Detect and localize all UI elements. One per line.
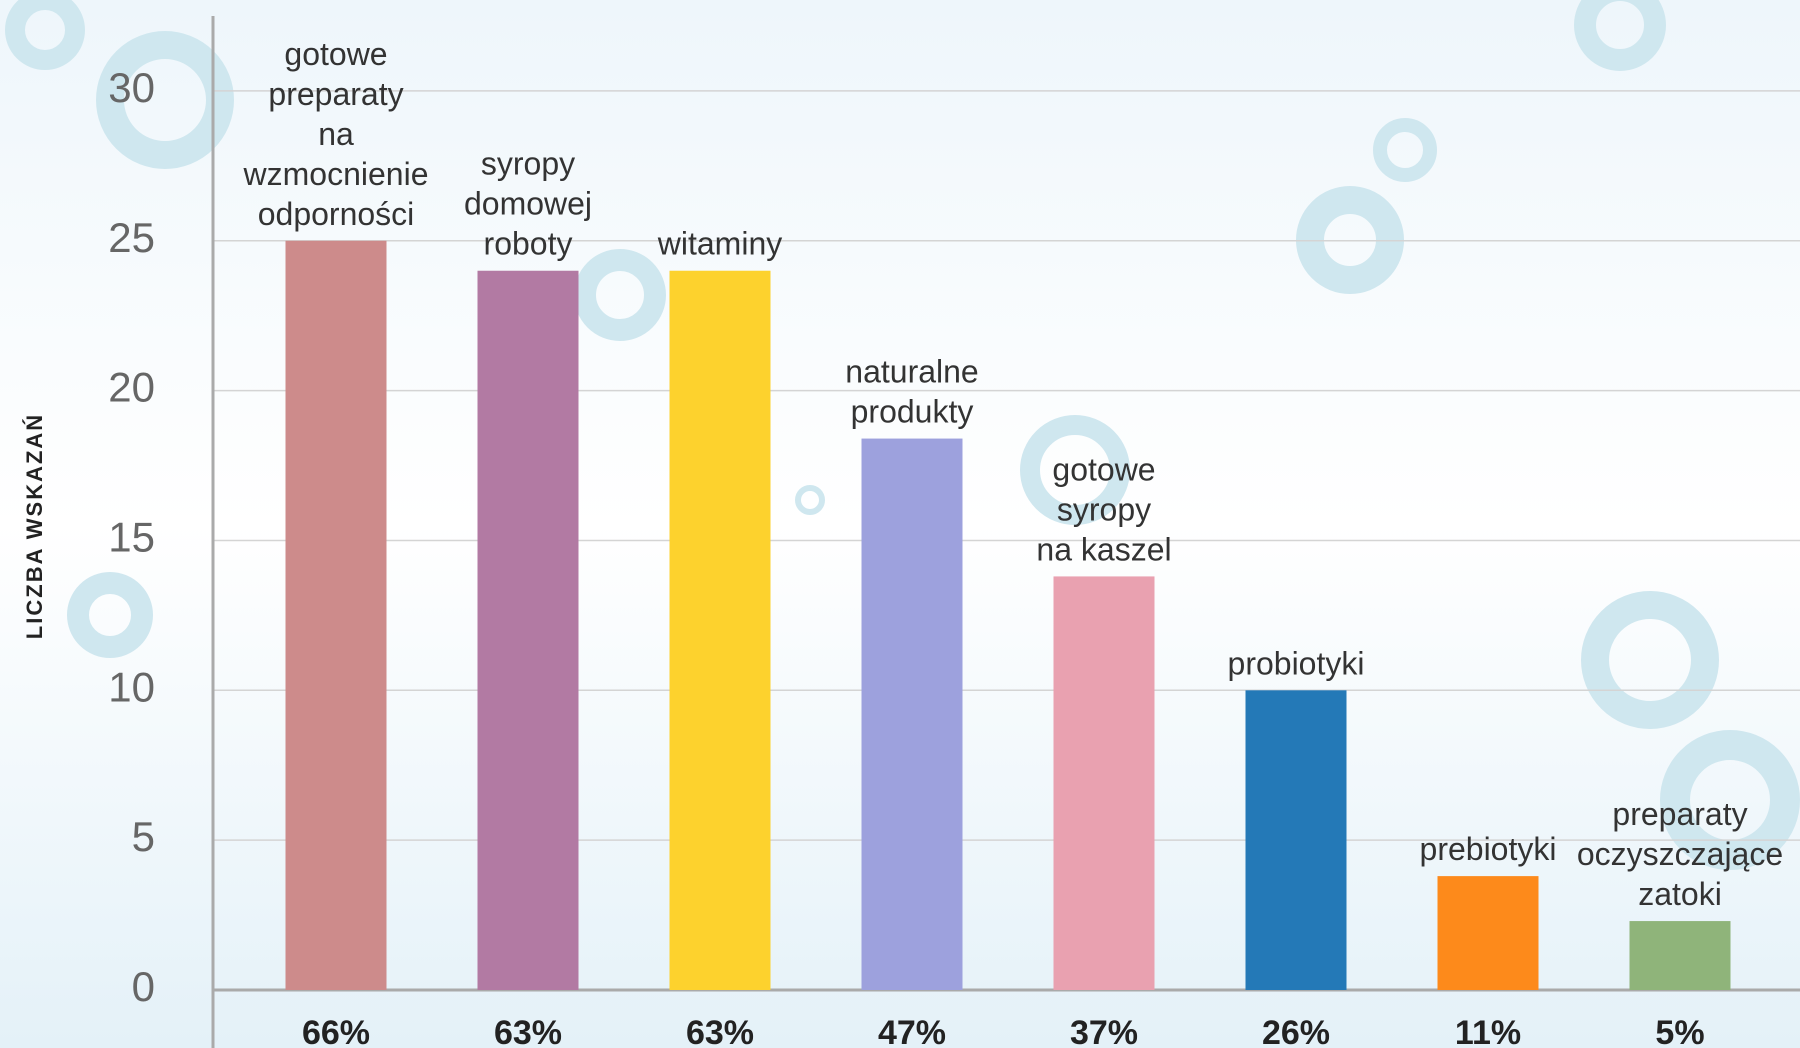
y-tick-label: 10 (108, 663, 155, 710)
bubble (574, 249, 666, 341)
category-label-line: roboty (484, 226, 573, 262)
category-label-line: prebiotyki (1420, 831, 1557, 867)
bubble (795, 485, 825, 515)
bubble (96, 31, 234, 169)
bubble (67, 572, 153, 658)
bubble (1020, 415, 1130, 525)
category-label-line: preparaty (1612, 796, 1747, 832)
category-label: prebiotyki (1420, 831, 1557, 867)
bar (1053, 576, 1155, 990)
category-label-line: odporności (258, 196, 415, 232)
category-label: syropy domowej roboty (464, 146, 592, 262)
bubble (1660, 730, 1800, 870)
bar (1629, 921, 1731, 990)
category-label-line: syropy (481, 146, 575, 182)
y-tick-label: 20 (108, 364, 155, 411)
category-label-line: domowej (464, 186, 592, 222)
bar (861, 438, 963, 990)
category-label: gotowe syropy na kaszel (1036, 451, 1171, 567)
category-label-line: oczyszczające (1577, 836, 1783, 872)
x-tick-label: 63% (494, 1014, 562, 1048)
category-label-line: zatoki (1638, 876, 1722, 912)
category-label: naturalne produkty (845, 354, 978, 430)
x-tick-label: 66% (302, 1014, 370, 1048)
x-tick-label: 11% (1455, 1014, 1521, 1048)
y-tick-label: 30 (108, 64, 155, 111)
x-tick-label: 26% (1262, 1014, 1330, 1048)
bar (1245, 690, 1347, 990)
bubble (1373, 118, 1437, 182)
category-label: witaminy (657, 226, 782, 262)
category-label-line: preparaty (268, 76, 403, 112)
y-axis-label: LICZBA WSKAZAŃ (22, 413, 47, 639)
category-label-line: witaminy (657, 226, 782, 262)
category-label-line: probiotyki (1228, 645, 1365, 681)
x-tick-label: 47% (878, 1014, 946, 1048)
bar (1437, 876, 1539, 990)
bubble (1296, 186, 1404, 294)
y-tick-label: 0 (132, 963, 155, 1010)
x-tick-label: 37% (1070, 1014, 1138, 1048)
bar (477, 270, 579, 990)
bubble (1574, 0, 1666, 71)
bar (669, 270, 771, 990)
category-label-line: na kaszel (1036, 531, 1171, 567)
bubble (1581, 591, 1719, 729)
category-label-line: gotowe (1052, 451, 1155, 487)
category-label-line: syropy (1057, 491, 1151, 527)
y-tick-label: 25 (108, 214, 155, 261)
bubble (5, 0, 85, 70)
y-tick-label: 5 (132, 813, 155, 860)
y-tick-label: 15 (108, 514, 155, 561)
category-label: preparaty oczyszczające zatoki (1577, 796, 1783, 912)
category-label-line: naturalne (845, 354, 978, 390)
category-label-line: wzmocnienie (243, 156, 429, 192)
category-label: probiotyki (1228, 645, 1365, 681)
x-tick-label: 63% (686, 1014, 754, 1048)
category-label-line: na (318, 116, 354, 152)
category-label: gotowe preparaty na wzmocnienie odporności (243, 36, 429, 232)
x-tick-label: 5% (1655, 1014, 1704, 1048)
bar (285, 240, 387, 990)
category-label-line: gotowe (284, 36, 387, 72)
category-label-line: produkty (851, 394, 974, 430)
decoration-bubbles (5, 0, 1800, 870)
